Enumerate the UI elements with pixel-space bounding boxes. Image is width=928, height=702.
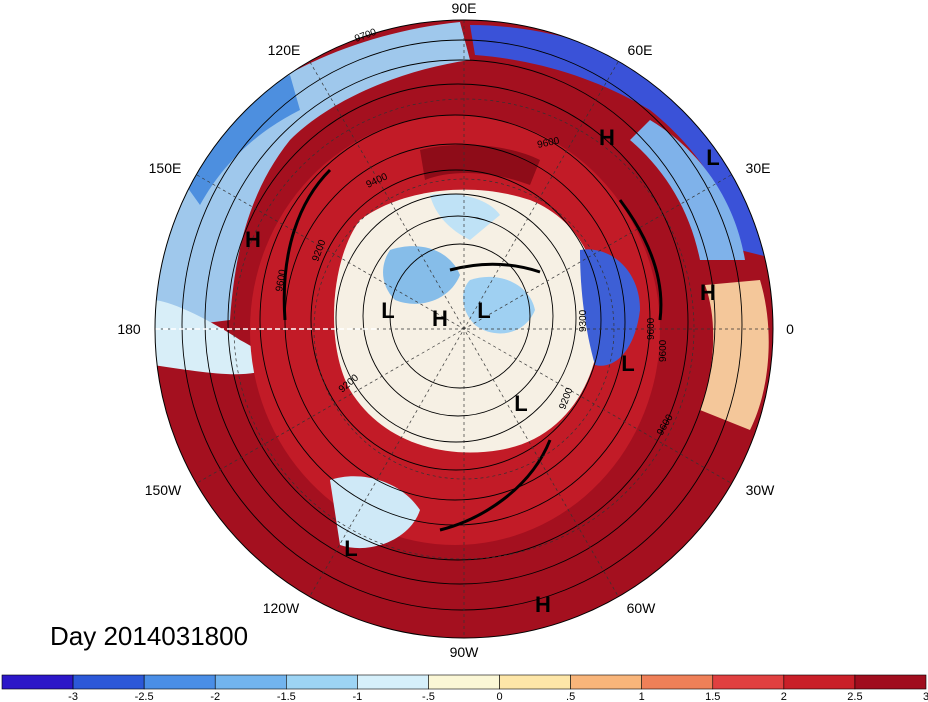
high-pressure-marker: H [700, 280, 716, 305]
graticule [155, 20, 773, 638]
colorbar-swatch [428, 674, 500, 690]
lon-label-150w: 150W [145, 482, 182, 498]
lon-label-60w: 60W [627, 600, 657, 616]
colorbar-swatch [357, 674, 429, 690]
colorbar: -3 -2.5 -2 -1.5 -1 -.5 0 .5 1 1.5 2 2.5 3 [1, 674, 928, 702]
colorbar-swatch [854, 674, 927, 690]
lon-label-180: 180 [117, 321, 141, 337]
colorbar-swatch [712, 674, 785, 690]
colorbar-swatch [570, 674, 642, 690]
colorbar-tick-label: -2.5 [135, 691, 154, 702]
cool-region-northeast-light [630, 120, 745, 260]
lon-label-120w: 120W [263, 600, 300, 616]
lon-label-120e: 120E [268, 42, 301, 58]
lon-label-30w: 30W [746, 482, 776, 498]
colorbar-swatch [143, 674, 216, 690]
lon-label-150e: 150E [149, 160, 182, 176]
colorbar-swatch [499, 674, 571, 690]
cool-region-east [700, 280, 769, 430]
colorbar-tick-label: -3 [68, 691, 78, 702]
contour-label: 9600 [536, 135, 560, 150]
map-disk [155, 20, 773, 638]
inner-cool-patch-4 [430, 193, 500, 240]
low-pressure-marker: L [514, 391, 527, 416]
colorbar-tick-label: -2 [210, 691, 220, 702]
lon-label-90w: 90W [450, 644, 480, 660]
colorbar-tick-label: 0 [496, 691, 502, 702]
high-pressure-marker: H [432, 306, 448, 331]
low-pressure-marker: L [344, 536, 357, 561]
lon-label-90e: 90E [452, 0, 477, 16]
pressure-systems: H L L H L H L L L L H L H H [245, 125, 720, 617]
date-title: Day 2014031800 [50, 621, 248, 651]
colorbar-swatch [72, 674, 145, 690]
colorbar-tick-label: 1 [639, 691, 645, 702]
jet-streaks [282, 168, 663, 532]
colorbar-tick-label: 3 [923, 691, 928, 702]
colorbar-tick-label: -1.5 [277, 691, 296, 702]
high-pressure-marker: H [599, 125, 615, 150]
low-pressure-marker: L [477, 298, 490, 323]
inner-warm-patch [420, 144, 540, 185]
high-pressure-marker: H [535, 592, 551, 617]
cool-region-northwest-deep [175, 75, 300, 205]
low-pressure-marker: L [381, 298, 394, 323]
colorbar-tick-label: -.5 [422, 691, 435, 702]
contour-label: 9600 [646, 317, 657, 340]
colorbar-tick-label: -1 [352, 691, 362, 702]
contour-label: 9600 [274, 268, 289, 292]
lon-label-0: 0 [786, 321, 794, 337]
cool-region-northwest [155, 22, 470, 330]
height-contours [181, 39, 743, 611]
low-pressure-marker: L [706, 145, 719, 170]
colorbar-tick-label: 1.5 [705, 691, 720, 702]
longitude-labels: 90E 60E 30E 0 30W 60W 90W 120W 150W 180 … [117, 0, 794, 660]
contour-label: 9300 [578, 309, 589, 332]
colorbar-swatch [641, 674, 714, 690]
colorbar-swatch [214, 674, 287, 690]
colorbar-tick-label: 2 [781, 691, 787, 702]
colorbar-swatch [1, 674, 74, 690]
inner-cool-patch-1 [383, 246, 460, 304]
colorbar-swatch [783, 674, 856, 690]
lon-label-60e: 60E [628, 42, 653, 58]
map-border [154, 19, 774, 639]
contour-label: 9600 [658, 339, 669, 362]
lon-label-30e: 30E [746, 160, 771, 176]
high-pressure-marker: H [245, 227, 261, 252]
neutral-region-west [155, 300, 267, 375]
low-pressure-marker: L [621, 351, 634, 376]
colorbar-tick-label: .5 [566, 691, 575, 702]
colorbar-swatch [286, 674, 358, 690]
colorbar-tick-label: 2.5 [847, 691, 862, 702]
